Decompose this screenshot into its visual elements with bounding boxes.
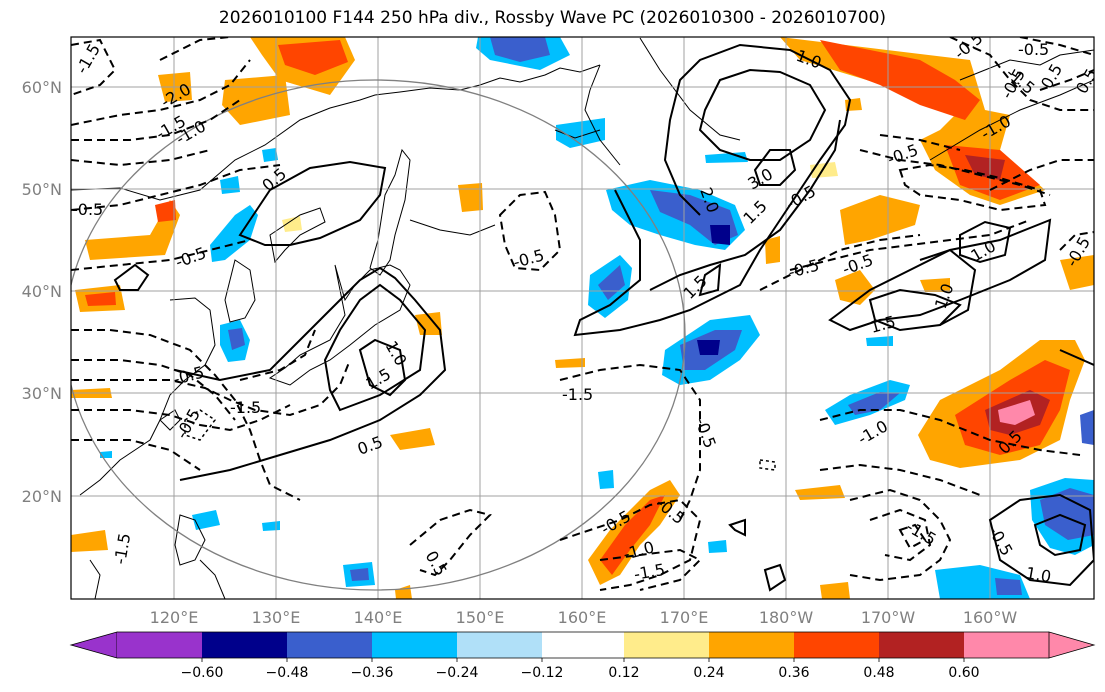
colorbar-swatch <box>117 632 202 658</box>
lon-label: 130°E <box>252 608 301 627</box>
contour-label: -1.5 <box>230 398 261 417</box>
colorbar-tick: −0.36 <box>351 665 394 681</box>
contour-label: -0.5 <box>1018 40 1049 59</box>
colorbar-tick: 0.60 <box>948 665 979 681</box>
map-frame <box>70 36 1095 600</box>
colorbar-swatch <box>202 632 287 658</box>
colorbar-tick: −0.60 <box>181 665 224 681</box>
contour-label: -0.5 <box>72 200 103 219</box>
colorbar-tick: 0.24 <box>693 665 724 681</box>
colorbar-swatch <box>794 632 879 658</box>
colorbar-swatch <box>287 632 372 658</box>
map-title: 2026010100 F144 250 hPa div., Rossby Wav… <box>218 8 887 28</box>
lon-label: 120°E <box>150 608 199 627</box>
colorbar: −0.60 −0.48 −0.36 −0.24 −0.12 0.12 0.24 … <box>69 631 1096 681</box>
lon-label: 170°E <box>660 608 709 627</box>
lon-label: 160°W <box>963 608 1018 627</box>
lon-label: 170°W <box>861 608 916 627</box>
lon-label: 180°W <box>759 608 814 627</box>
lat-label: 50°N <box>22 180 62 199</box>
colorbar-swatch <box>372 632 457 658</box>
contour-lines-negative <box>71 37 1094 591</box>
colorbar-swatch <box>709 632 794 658</box>
colorbar-tick: 0.12 <box>608 665 639 681</box>
lat-label: 20°N <box>22 487 62 506</box>
map-plot-area: -1.5 -2.0 -1.5 -1.0 -0.5 0.5 -0.5 -0.5 -… <box>71 37 1094 599</box>
colorbar-tick: −0.12 <box>521 665 564 681</box>
colorbar-swatch <box>624 632 709 658</box>
lat-label: 60°N <box>22 78 62 97</box>
colorbar-tick: 0.48 <box>863 665 894 681</box>
lon-axis-labels: 120°E 130°E 140°E 150°E 160°E 170°E 180°… <box>150 608 1018 627</box>
lat-label: 40°N <box>22 282 62 301</box>
lon-label: 140°E <box>354 608 403 627</box>
colorbar-tick: −0.24 <box>436 665 479 681</box>
lat-axis-labels: 60°N 50°N 40°N 30°N 20°N <box>22 78 62 506</box>
colorbar-swatch <box>457 632 542 658</box>
contour-label: 1.0 <box>1024 563 1052 586</box>
colorbar-swatch <box>879 632 964 658</box>
colorbar-swatch <box>964 632 1049 658</box>
contour-lines <box>113 43 1094 592</box>
colorbar-swatch <box>1048 631 1096 659</box>
colorbar-swatch <box>69 631 118 659</box>
colorbar-swatch <box>542 632 624 658</box>
reference-circle <box>71 79 686 591</box>
contour-label: -1.5 <box>562 385 593 404</box>
coastlines <box>71 37 1094 599</box>
contour-lines-thin <box>184 409 776 471</box>
map-gridlines <box>71 37 1094 599</box>
colorbar-tick: −0.48 <box>266 665 309 681</box>
colorbar-tick: 0.36 <box>778 665 809 681</box>
lon-label: 160°E <box>558 608 607 627</box>
lon-label: 150°E <box>456 608 505 627</box>
lat-label: 30°N <box>22 384 62 403</box>
